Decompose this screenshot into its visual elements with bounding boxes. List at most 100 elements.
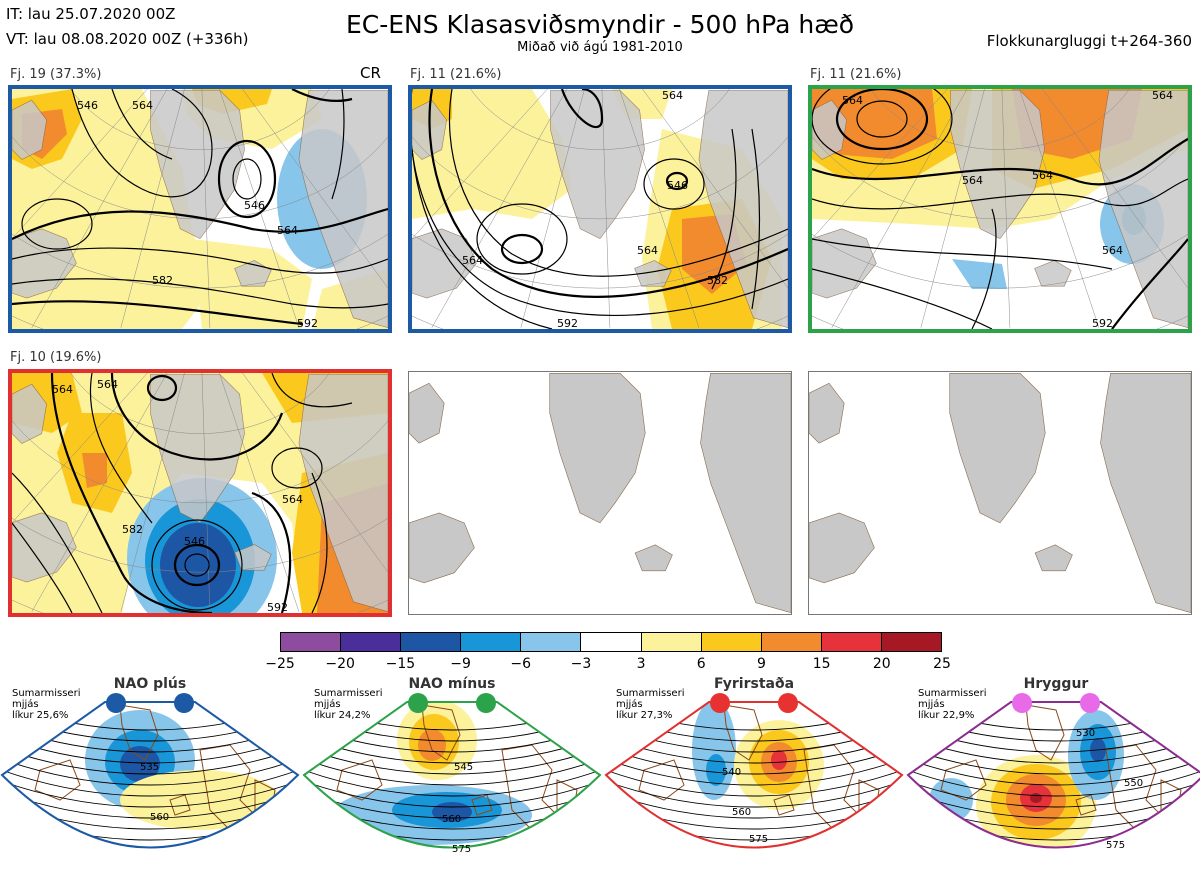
anomaly-shading	[120, 746, 160, 782]
colorbar-swatch	[760, 633, 821, 651]
regime-fan-outline	[906, 701, 1200, 849]
cluster-4-contour-label-6: 582	[122, 523, 143, 536]
cluster-3-contour-label-1: 564	[842, 94, 863, 107]
colorbar-swatch	[880, 633, 942, 651]
colorbar-swatch	[460, 633, 521, 651]
anomaly-shading	[120, 770, 280, 830]
height-contour	[2, 743, 298, 775]
height-contour	[2, 765, 298, 797]
colorbar-tick-label: −25	[265, 656, 295, 672]
height-contour	[2, 776, 298, 808]
anomaly-shading	[771, 750, 787, 770]
empty-map-2	[808, 371, 1192, 615]
init-time: IT: lau 25.07.2020 00Z	[6, 5, 176, 23]
regime-note: Sumarmisseri mjjás líkur 25,6%	[12, 688, 81, 721]
regime-dot	[106, 693, 126, 713]
cluster-3-contour-label-6: 592	[1092, 317, 1113, 329]
colorbar-swatch	[400, 633, 461, 651]
colorbar-tick-label: 9	[756, 656, 766, 672]
cluster-1-contour-label-4: 592	[297, 317, 318, 329]
cluster-2-contour-label-2: 546	[667, 179, 688, 192]
cluster-1-label: Fj. 19 (37.3%)	[10, 67, 102, 82]
colorbar-tick-label: 3	[636, 656, 646, 672]
cluster-2-contour-label-4: 564	[637, 244, 658, 257]
colorbar-swatch	[580, 633, 641, 651]
valid-time: VT: lau 08.08.2020 00Z (+336h)	[6, 30, 249, 48]
page-title: EC-ENS Klasasviðsmyndir - 500 hPa hæð	[345, 10, 855, 39]
regime-title: NAO plús	[113, 676, 187, 692]
regime-note: Sumarmisseri mjjás líkur 24,2%	[314, 688, 383, 721]
window-label: Flokkunargluggi t+264-360	[986, 32, 1192, 50]
height-contour	[606, 776, 902, 808]
regime-map: 530 550 575	[906, 693, 1200, 851]
empty-map-1	[408, 371, 792, 615]
regime-dot	[476, 693, 496, 713]
height-contour	[908, 776, 1200, 808]
height-contour	[606, 754, 902, 786]
regime-fan-outline	[0, 701, 300, 849]
colorbar	[280, 632, 942, 652]
cluster-3-map: 564 564 564 564 564 592	[808, 85, 1192, 333]
cluster-1-map: 546 564 582 592 546 564	[8, 85, 392, 333]
cluster-2-contour-label-1: 564	[662, 89, 683, 102]
colorbar-tick-label: 6	[696, 656, 706, 672]
colorbar-tick-label: −15	[385, 656, 416, 672]
cluster-2-contour-label-6: 592	[557, 317, 578, 329]
height-contour	[908, 754, 1200, 786]
cluster-4-contour-label-1: 564	[52, 383, 73, 396]
colorbar-tick-label: −3	[570, 656, 592, 672]
regime-contour-label: 530	[1076, 728, 1095, 739]
cluster-3-label: Fj. 11 (21.6%)	[810, 67, 902, 82]
cluster-3-contour-label-5: 564	[1152, 89, 1173, 102]
regime-title: Fyrirstaða	[713, 676, 795, 692]
regime-map: 540 560 575	[604, 693, 904, 849]
regime-contour-label: 575	[1106, 840, 1125, 851]
regime-title: Hryggur	[1023, 676, 1089, 692]
height-contour	[2, 754, 298, 786]
regime-contour-label: 535	[140, 762, 159, 773]
colorbar-tick-label: −6	[510, 656, 532, 672]
cluster-1-contour-label-1: 546	[77, 99, 98, 112]
regime-dot	[408, 693, 428, 713]
height-contour	[606, 765, 902, 797]
cluster-2-map: 564 546 564 564 582 592	[408, 85, 792, 333]
cluster-2-label: Fj. 11 (21.6%)	[410, 67, 502, 82]
cluster-4-map: 564 564 564 546 592 582	[8, 369, 392, 617]
colorbar-tick-label: 20	[872, 656, 891, 672]
regime-contour-label: 550	[1124, 778, 1143, 789]
page-subtitle: Miðað við ágú 1981-2010	[517, 40, 683, 55]
regime-dot	[1080, 693, 1100, 713]
colorbar-tick-label: −9	[450, 656, 471, 672]
colorbar-swatch	[700, 633, 761, 651]
regime-map: 545 560 575	[302, 693, 602, 855]
cluster-1-contour-label-5: 546	[244, 199, 265, 212]
height-contour	[304, 776, 600, 808]
cluster-1-contour-label-6: 564	[132, 99, 153, 112]
height-contour	[304, 765, 600, 797]
height-contour	[908, 743, 1200, 775]
cluster-4-contour-label-3: 564	[282, 493, 303, 506]
cluster-1-regime-code: CR	[360, 64, 381, 82]
cluster-3-contour-label-2: 564	[962, 174, 983, 187]
regime-fan-outline	[302, 701, 602, 849]
colorbar-swatch	[281, 633, 341, 651]
regime-contour-label: 540	[722, 767, 741, 778]
regime-dot	[174, 693, 194, 713]
height-contour	[304, 743, 600, 775]
regime-contour-label: 560	[442, 814, 461, 825]
colorbar-swatch	[340, 633, 401, 651]
regime-note: Sumarmisseri mjjás líkur 22,9%	[918, 688, 987, 721]
regime-contour-label: 575	[749, 834, 768, 845]
regime-dot	[710, 693, 730, 713]
cluster-4-contour-label-4: 546	[184, 535, 205, 548]
regime-dot	[778, 693, 798, 713]
cluster-3-contour-label-3: 564	[1032, 169, 1053, 182]
colorbar-swatch	[820, 633, 881, 651]
regime-fan-outline	[604, 701, 904, 849]
colorbar-tick-label: 15	[812, 656, 831, 672]
height-contour	[908, 765, 1200, 797]
colorbar-tick-label: −20	[325, 656, 355, 672]
anomaly-shading	[1030, 793, 1042, 803]
colorbar-swatch	[520, 633, 581, 651]
cluster-4-contour-label-5: 592	[267, 601, 288, 613]
